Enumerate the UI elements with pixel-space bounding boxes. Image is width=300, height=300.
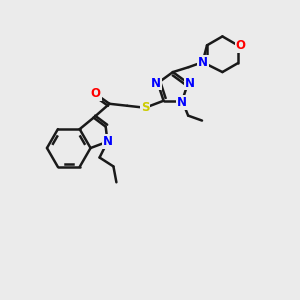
Text: N: N	[185, 76, 195, 89]
Text: N: N	[103, 135, 112, 148]
Text: N: N	[198, 56, 208, 69]
Text: S: S	[141, 101, 149, 114]
Text: N: N	[151, 76, 161, 89]
Text: N: N	[177, 96, 187, 109]
Text: O: O	[91, 87, 100, 101]
Text: O: O	[236, 39, 246, 52]
